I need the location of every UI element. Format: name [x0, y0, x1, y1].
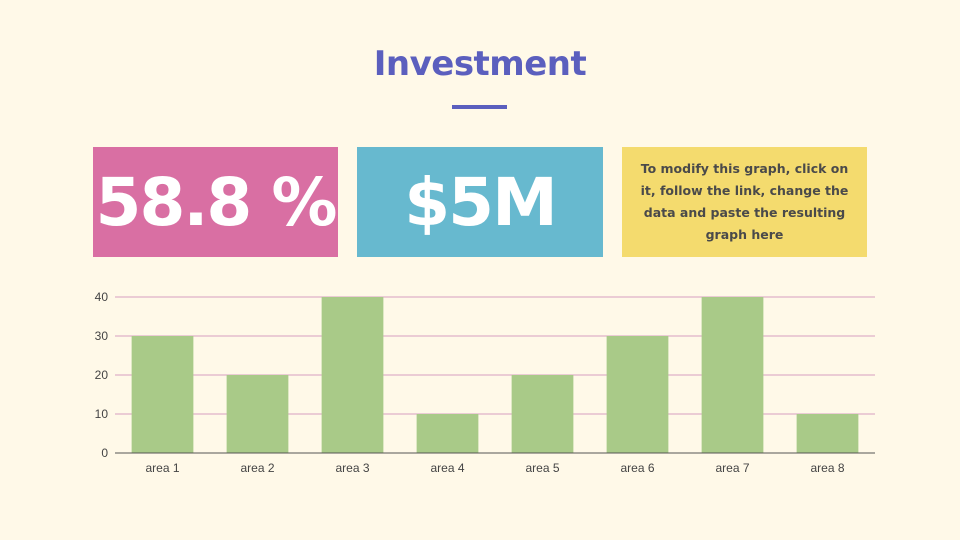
x-tick-labels: area 1 area 2 area 3 area 4 area 5 area 6 area… [145, 461, 844, 475]
money-stat: $5M [404, 163, 558, 241]
bar-area-6[interactable] [606, 336, 669, 453]
x-tick-label: area 1 [145, 461, 179, 475]
y-tick-label: 40 [95, 290, 109, 304]
x-tick-label: area 5 [525, 461, 559, 475]
y-tick-label: 0 [101, 446, 108, 460]
bar-area-4[interactable] [416, 414, 479, 453]
percent-stat-card: 58.8 % [93, 147, 338, 257]
bar-area-5[interactable] [511, 375, 574, 453]
money-stat-card: $5M [357, 147, 603, 257]
x-tick-label: area 4 [430, 461, 464, 475]
bar-area-1[interactable] [131, 336, 194, 453]
percent-stat: 58.8 % [95, 163, 338, 241]
bar-area-2[interactable] [226, 375, 289, 453]
y-tick-labels: 0 10 20 30 40 [95, 290, 109, 460]
bar-area-8[interactable] [796, 414, 859, 453]
y-tick-label: 20 [95, 368, 109, 382]
y-tick-label: 30 [95, 329, 109, 343]
x-tick-label: area 3 [335, 461, 369, 475]
x-tick-label: area 7 [715, 461, 749, 475]
x-tick-label: area 8 [810, 461, 844, 475]
x-tick-label: area 6 [620, 461, 654, 475]
y-tick-label: 10 [95, 407, 109, 421]
note-text: To modify this graph, click on it, follo… [640, 161, 849, 242]
bars [131, 297, 859, 453]
slide-title: Investment [373, 44, 587, 84]
x-tick-label: area 2 [240, 461, 274, 475]
note-card: To modify this graph, click on it, follo… [622, 147, 867, 257]
bar-area-3[interactable] [321, 297, 384, 453]
title-underline [452, 105, 507, 109]
bar-area-7[interactable] [701, 297, 764, 453]
